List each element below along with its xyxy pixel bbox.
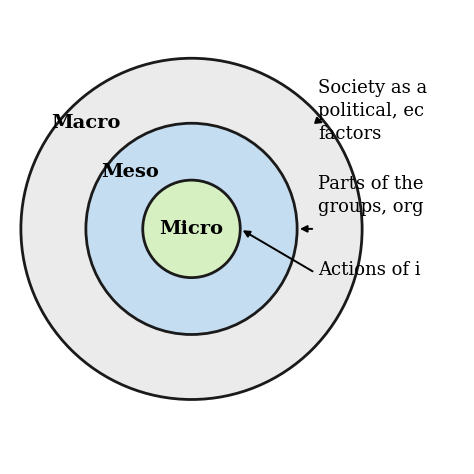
Text: factors: factors [318,125,382,143]
Text: Society as a: Society as a [318,79,428,97]
Text: groups, org: groups, org [318,198,424,216]
Circle shape [21,58,362,400]
Text: political, ec: political, ec [318,102,424,120]
Text: Macro: Macro [51,114,120,132]
Circle shape [143,180,240,278]
Circle shape [86,123,297,335]
Text: Actions of i: Actions of i [318,261,421,279]
Text: Micro: Micro [160,220,224,238]
Text: Parts of the: Parts of the [318,175,424,193]
Text: Meso: Meso [101,163,159,181]
